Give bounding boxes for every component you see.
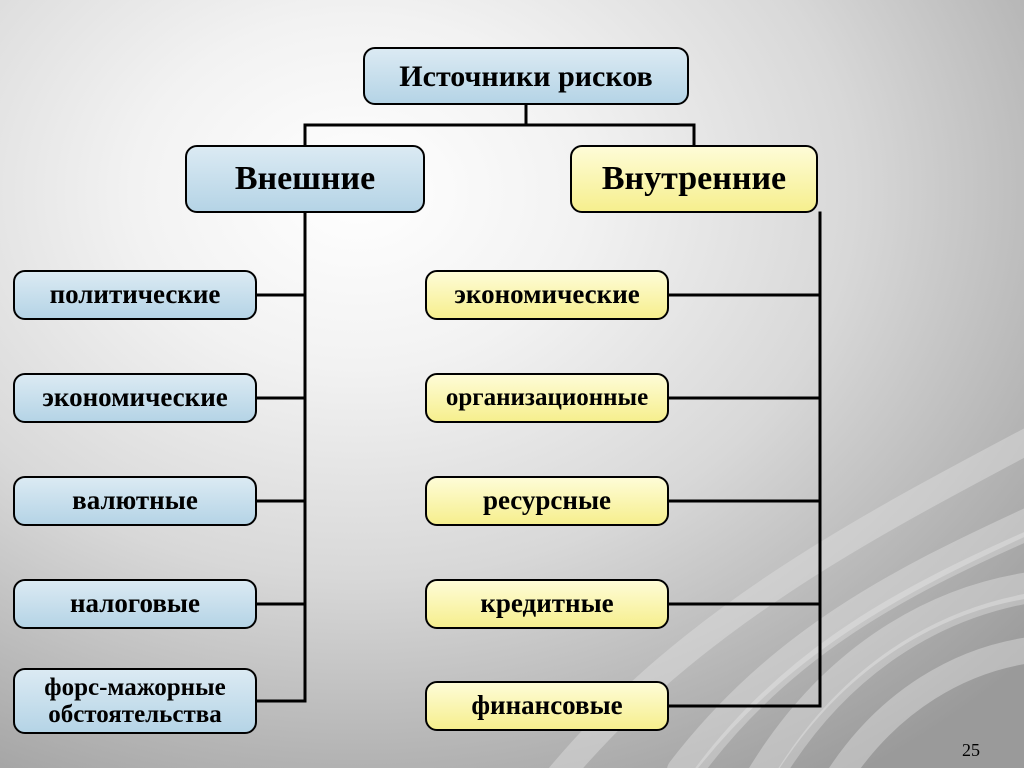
diagram-stage: Источники рисковВнешниеВнутренниеполитич… xyxy=(0,0,1024,768)
connector-lines xyxy=(0,0,1024,768)
